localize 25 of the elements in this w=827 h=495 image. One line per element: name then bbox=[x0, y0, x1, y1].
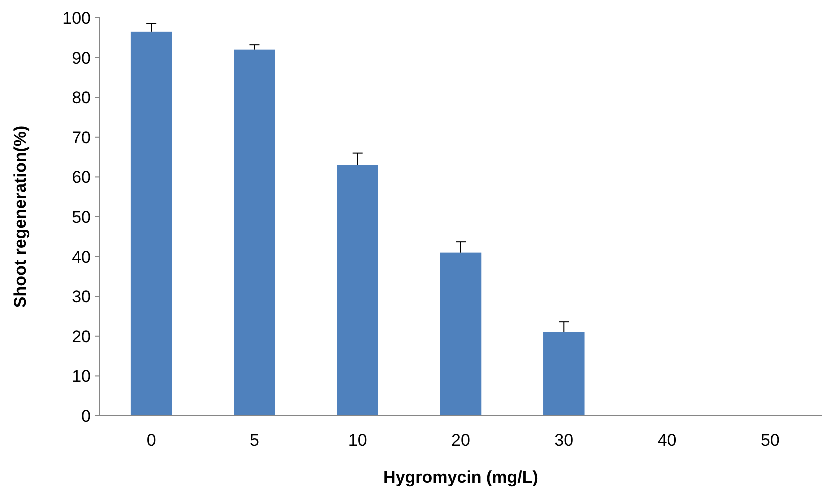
bar bbox=[440, 252, 482, 416]
y-tick-label: 40 bbox=[72, 248, 91, 267]
x-tick-label: 0 bbox=[146, 431, 156, 450]
x-tick-label: 20 bbox=[452, 431, 470, 450]
y-tick-label: 80 bbox=[72, 88, 91, 108]
x-tick-label: 40 bbox=[658, 431, 677, 450]
y-tick-label: 90 bbox=[72, 48, 91, 68]
x-tick-label: 5 bbox=[250, 431, 260, 450]
y-tick-label: 70 bbox=[72, 128, 91, 148]
y-tick-label: 30 bbox=[72, 288, 91, 307]
x-tick-label: 50 bbox=[760, 431, 780, 450]
bar bbox=[130, 32, 172, 416]
x-axis-title: Hygromycin (mg/L) bbox=[384, 468, 538, 487]
x-tick-label: 10 bbox=[348, 431, 368, 450]
bar bbox=[234, 50, 276, 416]
y-tick-label: 100 bbox=[62, 8, 91, 28]
y-tick-label: 20 bbox=[72, 327, 91, 346]
x-tick-label: 30 bbox=[554, 431, 574, 450]
y-tick-label: 60 bbox=[72, 168, 91, 188]
bar bbox=[544, 332, 585, 416]
y-tick-label: 50 bbox=[72, 208, 91, 227]
y-tick-label: 10 bbox=[72, 367, 91, 386]
y-tick-label: 0 bbox=[82, 406, 91, 426]
y-axis-title: Shoot regeneration(%) bbox=[11, 126, 30, 308]
bar bbox=[337, 165, 378, 416]
